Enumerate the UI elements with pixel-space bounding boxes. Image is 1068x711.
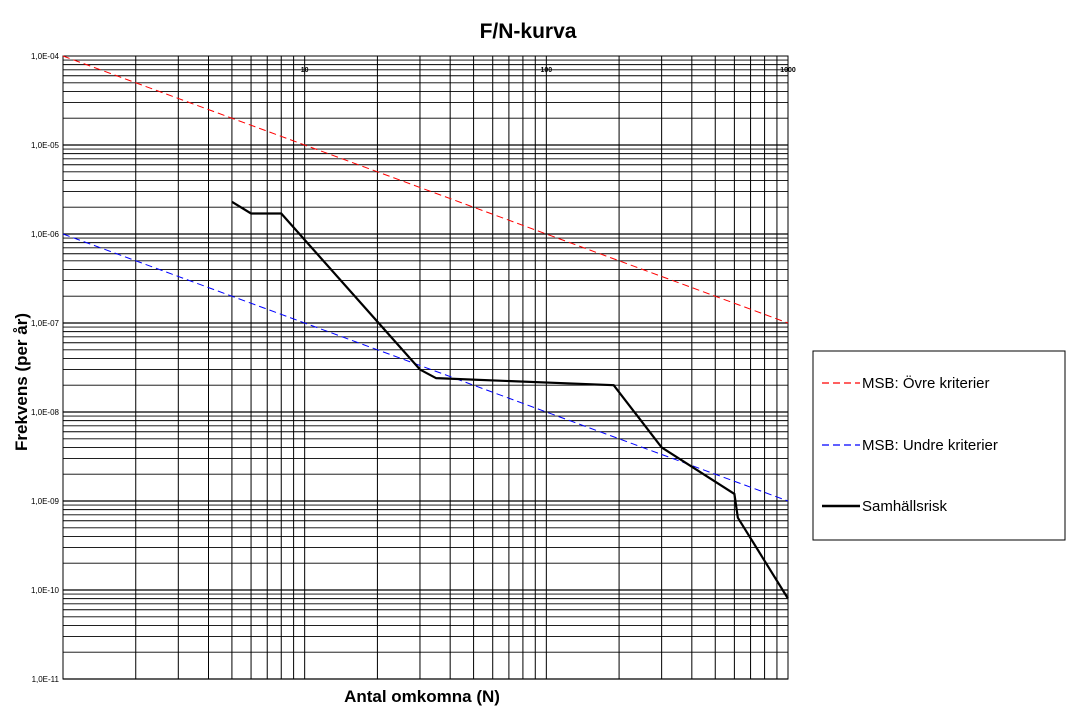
x-tick-label: 10 <box>301 67 309 74</box>
series-line <box>231 200 789 600</box>
y-tick-label: 1,0E-04 <box>31 52 60 61</box>
x-tick-label: 100 <box>540 67 552 74</box>
x-axis-title: Antal omkomna (N) <box>344 687 500 706</box>
legend-label: MSB: Undre kriterier <box>862 437 998 454</box>
legend-label: MSB: Övre kriterier <box>862 374 990 392</box>
plot-border <box>62 55 789 680</box>
x-tick-labels: 10 100 1000 <box>301 67 796 74</box>
y-tick-label: 1,0E-07 <box>31 319 60 328</box>
y-tick-label: 1,0E-10 <box>31 586 60 595</box>
y-axis-title: Frekvens (per år) <box>12 313 31 451</box>
series-group <box>62 55 789 600</box>
series-line <box>62 55 789 324</box>
legend: MSB: Övre kriterier MSB: Undre kriterier S… <box>812 350 1066 541</box>
y-tick-label: 1,0E-05 <box>31 141 60 150</box>
series-line <box>62 233 789 502</box>
y-tick-labels: 1,0E-04 1,0E-05 1,0E-06 1,0E-07 1,0E-08 1,0E-… <box>31 52 60 684</box>
chart-title: F/N-kurva <box>480 20 577 43</box>
y-tick-label: 1,0E-09 <box>31 497 60 506</box>
grid <box>62 56 789 680</box>
legend-label: Samhällsrisk <box>862 498 948 515</box>
y-tick-label: 1,0E-06 <box>31 230 60 239</box>
y-tick-label: 1,0E-08 <box>31 408 60 417</box>
y-tick-label: 1,0E-11 <box>32 675 60 684</box>
x-tick-label: 1000 <box>780 67 796 74</box>
